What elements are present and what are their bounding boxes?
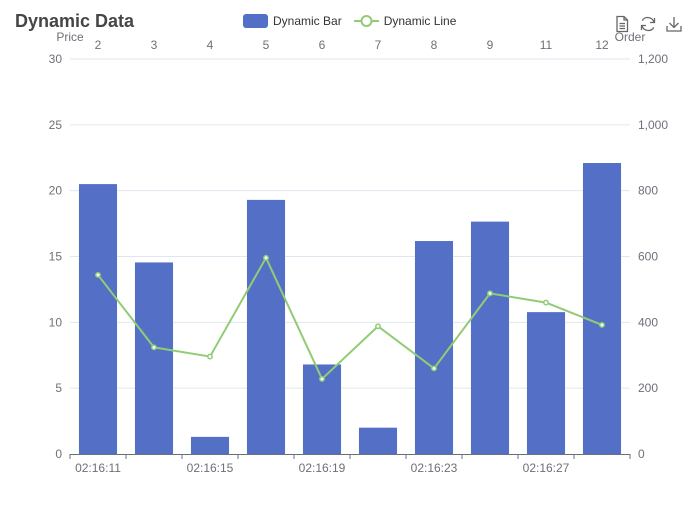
bar-mark — [246, 199, 286, 454]
refresh-icon[interactable] — [639, 15, 657, 33]
line-point — [263, 254, 269, 261]
legend-line-swatch — [353, 14, 379, 28]
y-left-tick-label: 25 — [49, 118, 63, 132]
bar-mark — [582, 163, 622, 454]
bar-mark — [134, 262, 174, 454]
line-point — [207, 353, 213, 360]
legend-bar-label: Dynamic Bar — [273, 14, 342, 28]
line-point — [599, 322, 605, 328]
y-left-tick-label: 5 — [55, 381, 62, 395]
line-point — [151, 344, 157, 351]
x-bottom-tick-label: 02:16:27 — [523, 461, 570, 475]
y-right-tick-label: 1,000 — [638, 118, 668, 132]
y-left-tick-label: 15 — [49, 250, 63, 264]
line-point — [375, 323, 381, 330]
legend-item-line[interactable]: Dynamic Line — [353, 14, 457, 28]
bar-mark — [470, 221, 510, 454]
x-top-tick-label: 8 — [431, 38, 438, 52]
download-icon[interactable] — [665, 15, 683, 33]
y-left-tick-label: 20 — [49, 184, 63, 198]
y-right-tick-label: 400 — [638, 315, 658, 329]
line-point — [543, 299, 549, 306]
line-point — [95, 271, 101, 278]
legend-item-bar[interactable]: Dynamic Bar — [243, 14, 342, 28]
x-top-tick-label: 4 — [207, 38, 214, 52]
legend-bar-swatch — [243, 14, 268, 28]
x-top-tick-label: 6 — [319, 38, 326, 52]
line-point — [319, 376, 325, 382]
line-series — [97, 256, 603, 380]
x-top-tick-label: 11 — [540, 38, 553, 52]
x-bottom-tick-label: 02:16:11 — [75, 461, 121, 475]
toolbox — [613, 15, 691, 33]
y-left-tick-label: 0 — [55, 447, 62, 461]
legend: Dynamic Bar Dynamic Line — [243, 11, 468, 31]
x-top-tick-label: 2 — [95, 38, 102, 52]
y-left-axis-name: Price — [56, 30, 84, 44]
y-right-tick-label: 800 — [638, 184, 658, 198]
x-top-tick-label: 3 — [151, 38, 158, 52]
line-point — [487, 290, 493, 297]
x-top-tick-label: 5 — [263, 38, 270, 52]
x-top-tick-label: 12 — [595, 38, 609, 52]
y-right-tick-label: 0 — [638, 447, 645, 461]
y-right-tick-label: 600 — [638, 250, 658, 264]
y-right-tick-label: 200 — [638, 381, 658, 395]
y-right-axis-name: Order — [615, 30, 646, 44]
x-top-tick-label: 9 — [487, 38, 494, 52]
bar-mark — [190, 436, 230, 454]
x-bottom-tick-label: 02:16:23 — [411, 461, 458, 475]
x-bottom-tick-label: 02:16:15 — [187, 461, 234, 475]
y-left-tick-label: 30 — [49, 52, 63, 66]
line-point — [431, 365, 437, 372]
legend-line-label: Dynamic Line — [383, 14, 457, 28]
bar-mark — [414, 241, 454, 454]
bar-mark — [526, 312, 566, 454]
x-top-tick-label: 7 — [375, 38, 382, 52]
y-left-tick-label: 10 — [49, 315, 63, 329]
x-bottom-tick-label: 02:16:19 — [299, 461, 346, 475]
document-icon[interactable] — [613, 15, 631, 33]
bar-mark — [78, 184, 118, 455]
y-right-tick-label: 1,200 — [638, 52, 668, 66]
chart-title: Dynamic Data — [15, 11, 135, 31]
bar-mark — [358, 427, 398, 454]
